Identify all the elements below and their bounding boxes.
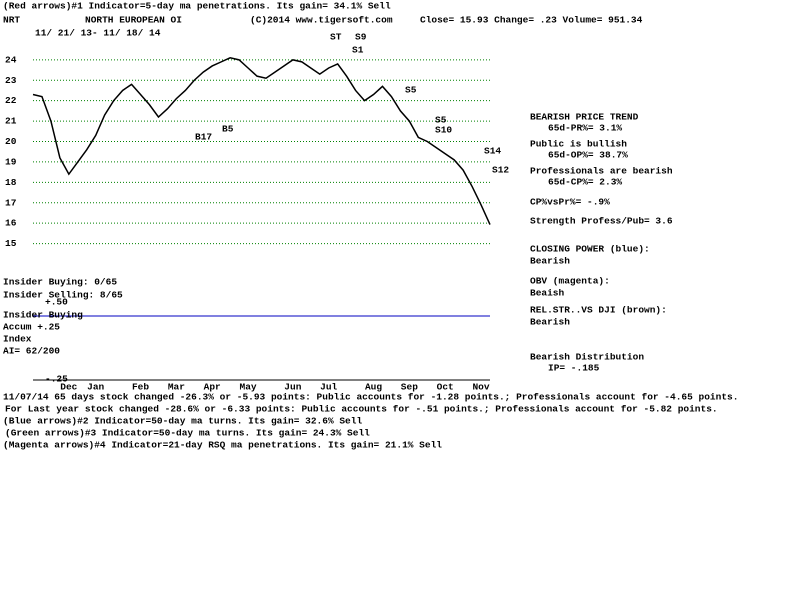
y-tick-label: 22	[5, 95, 17, 106]
annotation: 65d-CP%= 2.3%	[548, 177, 622, 188]
annotation: S9	[355, 32, 367, 43]
x-tick-label: Dec	[60, 382, 77, 393]
annotation: Index	[3, 334, 32, 345]
annotation: BEARISH PRICE TREND	[530, 112, 639, 123]
y-tick-label: 24	[5, 54, 17, 65]
annotation: Insider Buying	[3, 310, 83, 321]
annotation: Insider Selling: 8/65	[3, 290, 123, 301]
annotation: Close= 15.93 Change= .23 Volume= 951.34	[420, 15, 643, 26]
annotation: OBV (magenta):	[530, 276, 610, 287]
x-tick-label: Sep	[401, 382, 418, 393]
x-tick-label: Apr	[204, 382, 221, 393]
annotation: S10	[435, 125, 452, 136]
x-tick-label: Nov	[472, 382, 489, 393]
annotation: (Green arrows)#3 Indicator=50-day ma tur…	[5, 428, 370, 439]
annotation: (Magenta arrows)#4 Indicator=21-day RSQ …	[3, 440, 442, 451]
annotation: Accum +.25	[3, 322, 60, 333]
annotation: NRT	[3, 15, 20, 26]
price-line	[32, 57, 491, 225]
annotation: Bearish	[530, 256, 570, 267]
x-tick-label: Mar	[168, 382, 185, 393]
annotation: S14	[484, 146, 501, 157]
annotation: 65d-PR%= 3.1%	[548, 123, 622, 134]
x-tick-label: May	[240, 382, 257, 393]
annotation: Bearish	[530, 317, 570, 328]
y-tick-label: 23	[5, 75, 17, 86]
x-tick-label: Aug	[365, 382, 382, 393]
x-tick-label: Jun	[284, 382, 301, 393]
annotation: (Blue arrows)#2 Indicator=50-day ma turn…	[3, 416, 362, 427]
y-tick-label: 20	[5, 136, 17, 147]
annotation: 11/ 21/ 13- 11/ 18/ 14	[35, 28, 161, 39]
annotation: +.50	[45, 297, 68, 308]
annotation: B5	[222, 124, 234, 135]
y-tick-label: 21	[5, 116, 17, 127]
annotation: S5	[435, 115, 447, 126]
annotation: ST	[330, 32, 342, 43]
annotation: AI= 62/200	[3, 346, 60, 357]
x-tick-label: Jan	[87, 382, 104, 393]
annotation: S5	[405, 85, 417, 96]
annotation: B17	[195, 132, 212, 143]
annotation: (Red arrows)#1 Indicator=5-day ma penetr…	[3, 1, 391, 12]
annotation: CLOSING POWER (blue):	[530, 244, 650, 255]
y-tick-label: 16	[5, 218, 17, 229]
annotation: Insider Buying: 0/65	[3, 277, 117, 288]
y-tick-label: 15	[5, 238, 17, 249]
annotation: Bearish Distribution	[530, 352, 644, 363]
annotation: 65d-OP%= 38.7%	[548, 150, 628, 161]
annotation: S12	[492, 165, 509, 176]
x-tick-label: Oct	[437, 382, 454, 393]
annotation: NORTH EUROPEAN OI	[85, 15, 182, 26]
annotation: Beaish	[530, 288, 565, 299]
annotation: (C)2014 www.tigersoft.com	[250, 15, 393, 26]
annotation: -.25	[45, 374, 68, 385]
x-tick-label: Feb	[132, 382, 149, 393]
annotation: Professionals are bearish	[530, 166, 673, 177]
annotation: Public is bullish	[530, 139, 627, 150]
x-tick-label: Jul	[320, 382, 337, 393]
y-tick-label: 17	[5, 197, 17, 208]
y-tick-label: 18	[5, 177, 17, 188]
annotation: S1	[352, 45, 364, 56]
annotation: 11/07/14 65 days stock changed -26.3% or…	[3, 392, 738, 403]
annotation: Strength Profess/Pub= 3.6	[530, 216, 673, 227]
annotation: IP= -.185	[548, 363, 600, 374]
y-tick-label: 19	[5, 156, 17, 167]
annotation: CP%vsPr%= -.9%	[530, 197, 610, 208]
annotation: REL.STR..VS DJI (brown):	[530, 305, 667, 316]
annotation: For Last year stock changed -28.6% or -6…	[5, 404, 718, 415]
